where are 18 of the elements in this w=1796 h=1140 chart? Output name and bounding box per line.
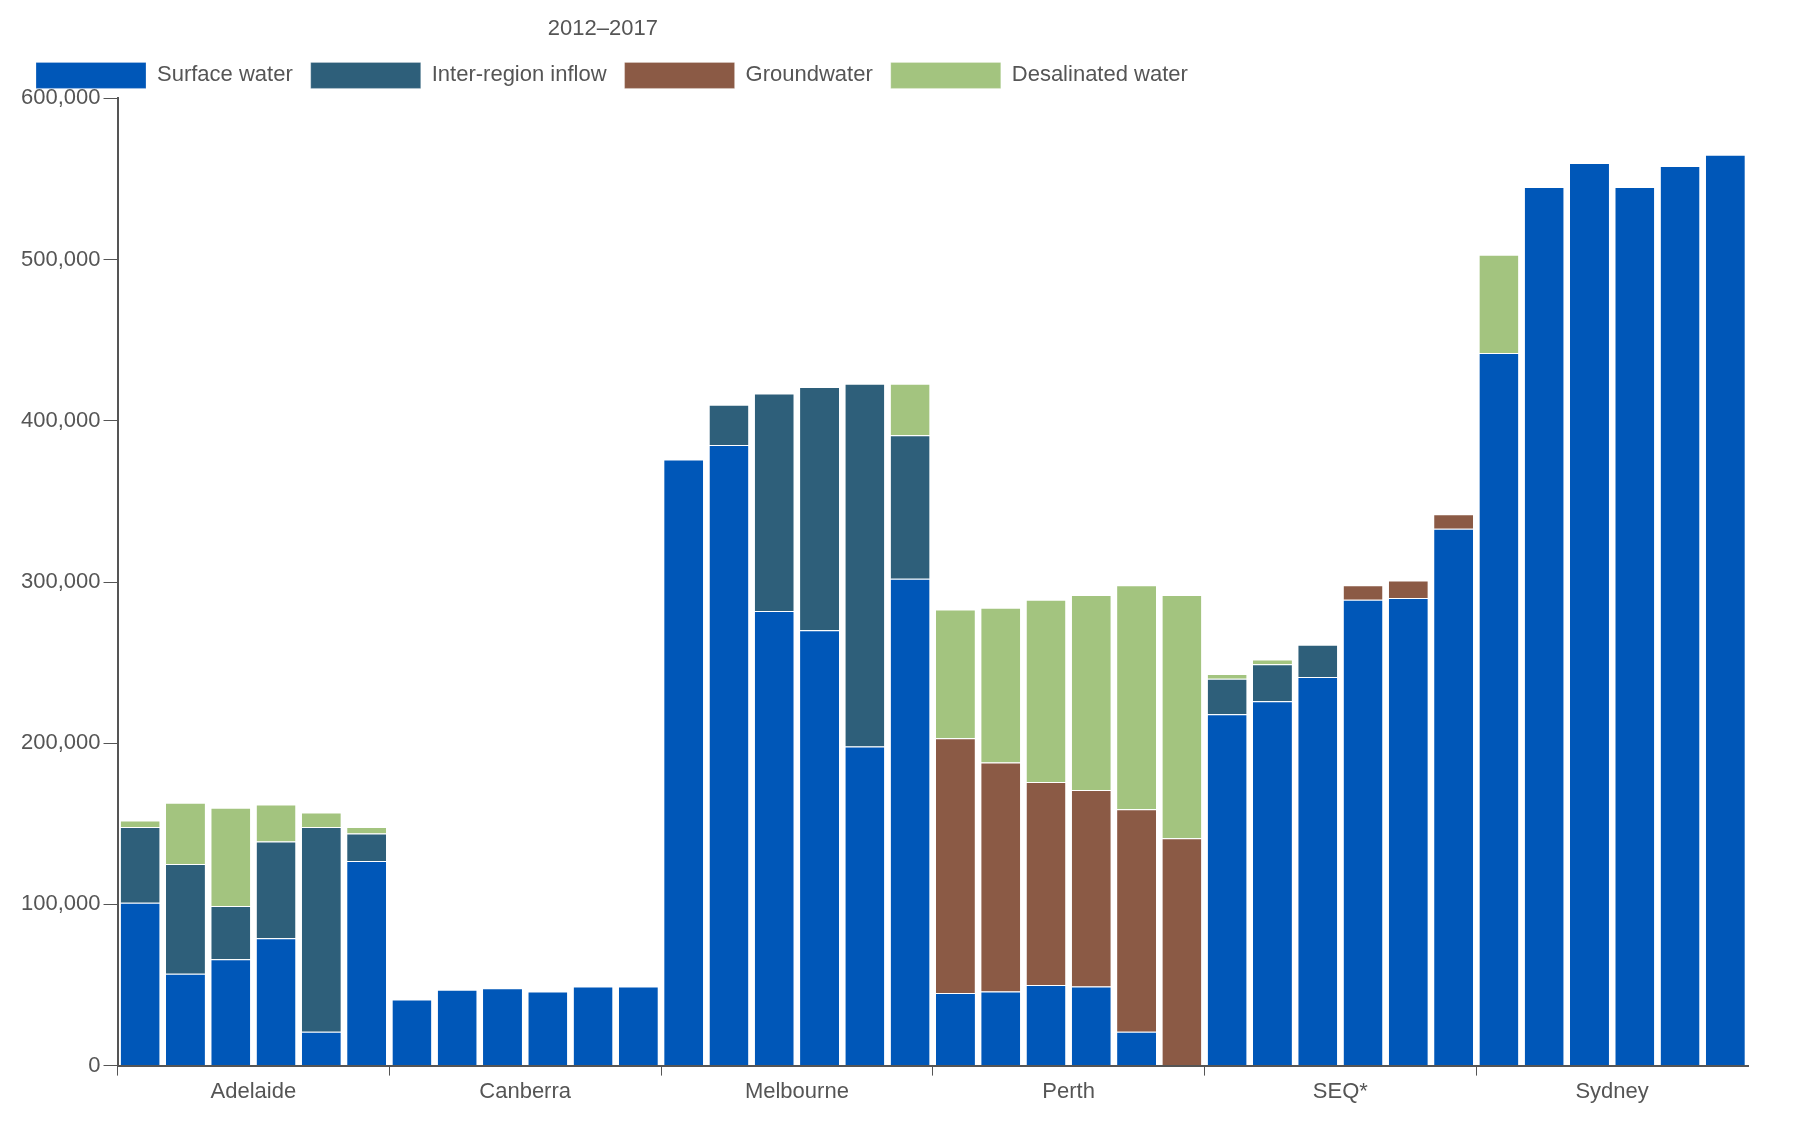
- legend-label: Inter-region inflow: [431, 61, 607, 87]
- x-tick-label: Canberra: [479, 1077, 572, 1103]
- legend-title: 2012–2017: [547, 15, 658, 41]
- y-tick-label: 300,000: [20, 568, 101, 594]
- x-tick-label: SEQ*: [1312, 1077, 1369, 1103]
- y-tick-label: 500,000: [20, 245, 101, 271]
- y-tick-label: 400,000: [20, 406, 101, 432]
- x-tick-label: Sydney: [1575, 1077, 1649, 1103]
- x-tick-label: Perth: [1042, 1077, 1095, 1103]
- legend-label: Surface water: [157, 61, 293, 87]
- y-tick-label: 600,000: [20, 84, 101, 110]
- y-tick-label: 200,000: [20, 729, 101, 755]
- y-tick-label: 100,000: [20, 890, 101, 916]
- legend-label: Groundwater: [745, 61, 873, 87]
- y-tick-label: 0: [88, 1051, 101, 1077]
- x-tick-label: Melbourne: [744, 1077, 849, 1103]
- legend-label: Desalinated water: [1011, 61, 1188, 87]
- x-tick-label: Adelaide: [210, 1077, 297, 1103]
